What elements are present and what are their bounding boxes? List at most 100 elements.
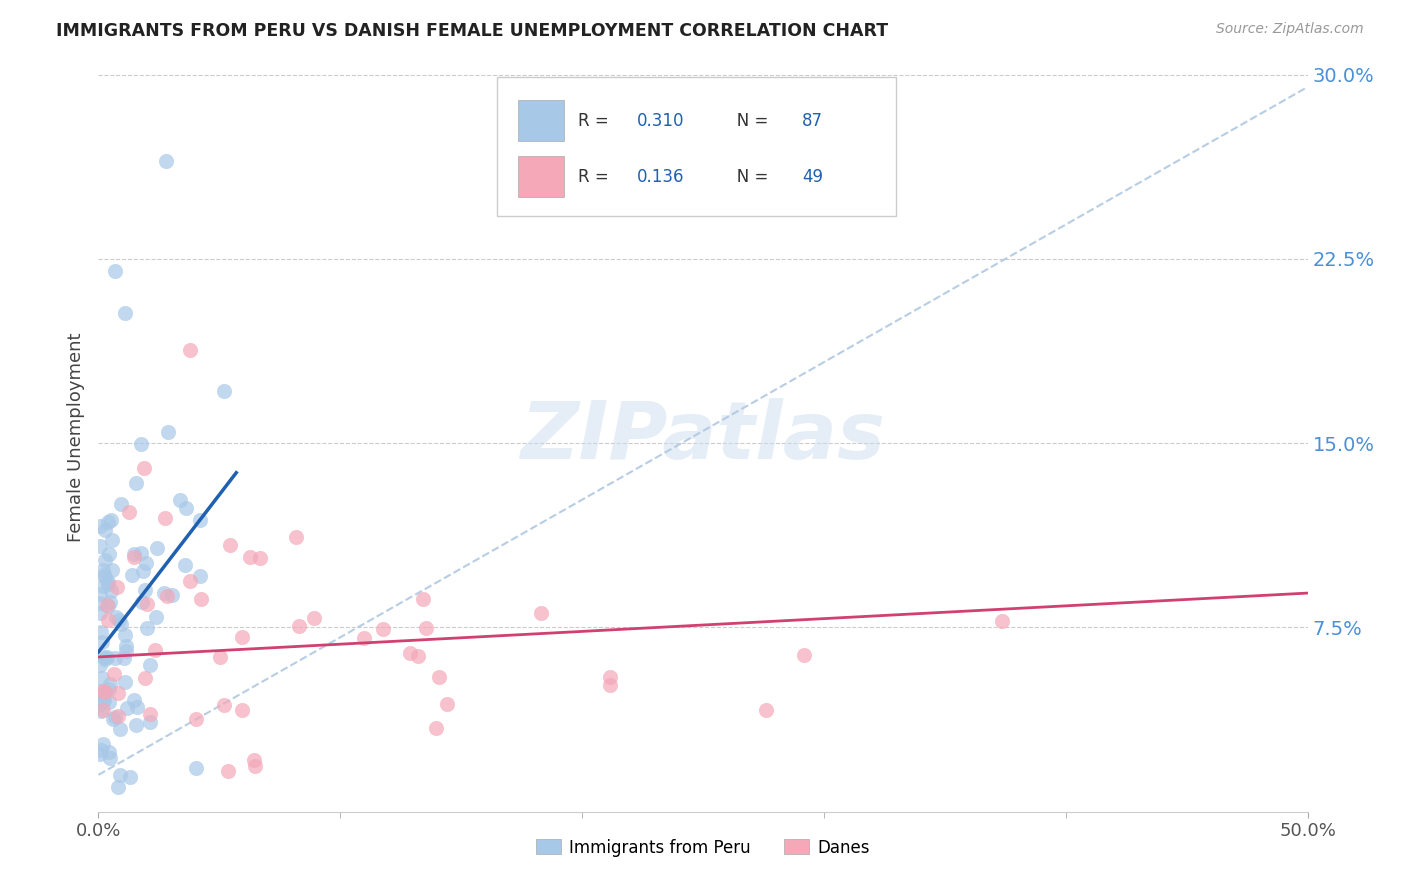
Point [135,597,157,611]
Point [152,586,174,600]
Point [599,670,621,684]
Point [285,530,308,544]
Point [93,650,115,665]
Point [243,758,266,772]
Point [90,704,112,718]
Point [110,616,132,631]
Point [138,658,160,673]
Point [91,671,114,685]
Text: N =: N = [721,168,773,186]
Point [107,580,129,594]
Text: R =: R = [578,168,614,186]
Point [122,693,145,707]
Point [212,698,235,712]
Text: R =: R = [578,112,614,129]
Point [97,613,120,627]
Point [122,550,145,565]
Point [104,710,127,724]
Text: 49: 49 [803,168,823,186]
Point [132,564,155,578]
Point [93,563,115,577]
Point [530,606,553,620]
Point [125,476,148,491]
Point [108,613,131,627]
Point [89,539,111,553]
Point [89,658,111,673]
Point [173,558,195,572]
Point [231,703,253,717]
Point [304,611,326,625]
Point [94,523,117,537]
Point [136,621,159,635]
Text: ZIPatlas: ZIPatlas [520,398,886,476]
Point [89,697,111,711]
Point [134,461,156,475]
Point [146,541,169,556]
Point [98,751,121,765]
Point [145,610,167,624]
Point [104,651,127,665]
Point [104,264,127,278]
Point [208,649,231,664]
Point [114,644,136,658]
Point [101,712,124,726]
Point [93,579,115,593]
Point [107,685,129,699]
Point [118,770,141,784]
Point [94,570,117,584]
Point [129,546,152,560]
Point [97,695,120,709]
Point [188,513,211,527]
Point [121,568,143,582]
Point [90,743,112,757]
Point [101,563,124,577]
Point [89,596,111,610]
Point [217,764,239,779]
Point [100,533,122,547]
Point [793,648,815,662]
Text: IMMIGRANTS FROM PERU VS DANISH FEMALE UNEMPLOYMENT CORRELATION CHART: IMMIGRANTS FROM PERU VS DANISH FEMALE UN… [56,22,889,40]
Point [105,610,128,624]
Legend: Immigrants from Peru, Danes: Immigrants from Peru, Danes [529,832,877,863]
Point [353,631,375,645]
Point [415,621,437,635]
Point [91,737,114,751]
Point [93,692,115,706]
Point [91,703,114,717]
Point [399,646,422,660]
Point [114,306,136,320]
Point [212,384,235,399]
Point [97,575,120,590]
Point [97,599,120,614]
Point [238,549,260,564]
Point [184,712,207,726]
Bar [517,100,564,141]
Point [89,747,111,762]
Point [125,718,148,732]
Text: 87: 87 [803,112,823,129]
Point [114,650,136,665]
Point [135,556,157,570]
Point [91,694,114,708]
Point [91,635,114,649]
Point [599,678,621,692]
Point [98,677,121,691]
Point [991,614,1014,628]
Point [231,630,253,644]
Point [96,598,118,612]
Point [190,592,212,607]
Point [157,425,180,439]
Point [90,625,112,640]
Point [179,343,201,357]
Point [134,671,156,685]
FancyBboxPatch shape [498,78,897,216]
Point [188,569,211,583]
Point [117,505,139,519]
Point [427,670,450,684]
Point [89,587,111,601]
Point [103,667,125,681]
Point [412,591,434,606]
Point [755,703,778,717]
Point [100,512,122,526]
Point [114,628,136,642]
